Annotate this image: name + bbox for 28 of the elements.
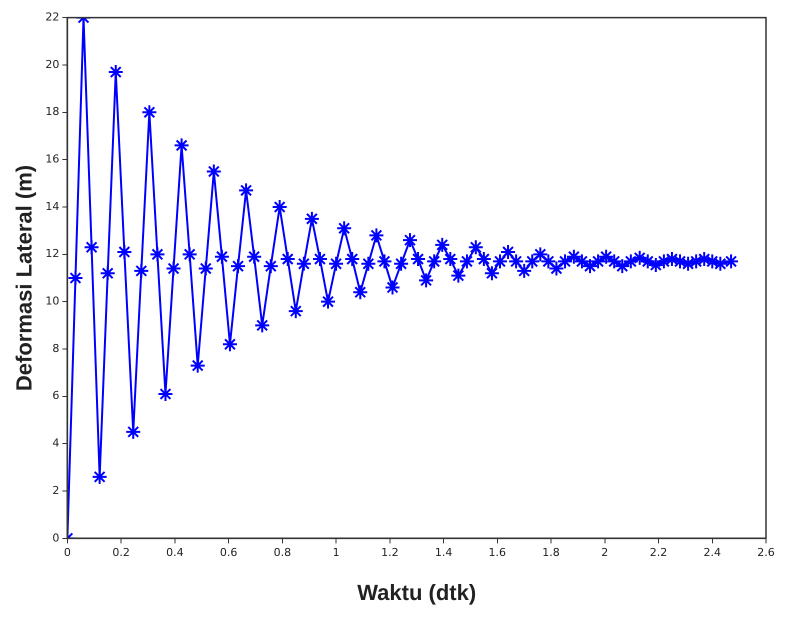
y-tick-label: 12 (45, 247, 60, 260)
y-tick-label: 2 (52, 484, 60, 497)
x-tick-label: 2 (601, 546, 608, 559)
x-tick-label: 0 (64, 546, 71, 559)
y-tick-label: 22 (45, 10, 60, 24)
x-tick-label: 0.6 (220, 546, 238, 559)
y-tick-label: 14 (45, 200, 60, 213)
x-tick-label: 1.2 (381, 546, 399, 559)
x-tick-label: 1.6 (488, 546, 506, 559)
x-tick-label: 0.8 (274, 546, 292, 559)
y-tick-label: 10 (45, 294, 60, 308)
y-tick-label: 0 (52, 531, 60, 544)
x-tick-label: 1.4 (434, 546, 452, 559)
x-tick-label: 2.2 (650, 546, 668, 559)
x-tick-label: 0.2 (112, 546, 130, 559)
y-tick-label: 18 (45, 105, 60, 118)
y-tick-label: 8 (52, 342, 60, 355)
x-tick-label: 0.4 (166, 546, 184, 559)
y-tick-label: 4 (52, 436, 60, 450)
y-axis-title: Deformasi Lateral (m) (11, 164, 36, 392)
x-tick-label: 1 (332, 546, 340, 559)
y-tick-label: 20 (45, 58, 60, 71)
x-tick-label: 2.6 (757, 546, 775, 559)
y-tick-label: 6 (52, 389, 60, 402)
x-axis-title: Waktu (dtk) (357, 580, 476, 605)
x-tick-label: 1.8 (542, 546, 560, 559)
y-tick-label: 16 (45, 152, 60, 166)
x-tick-label: 2.4 (704, 546, 722, 559)
